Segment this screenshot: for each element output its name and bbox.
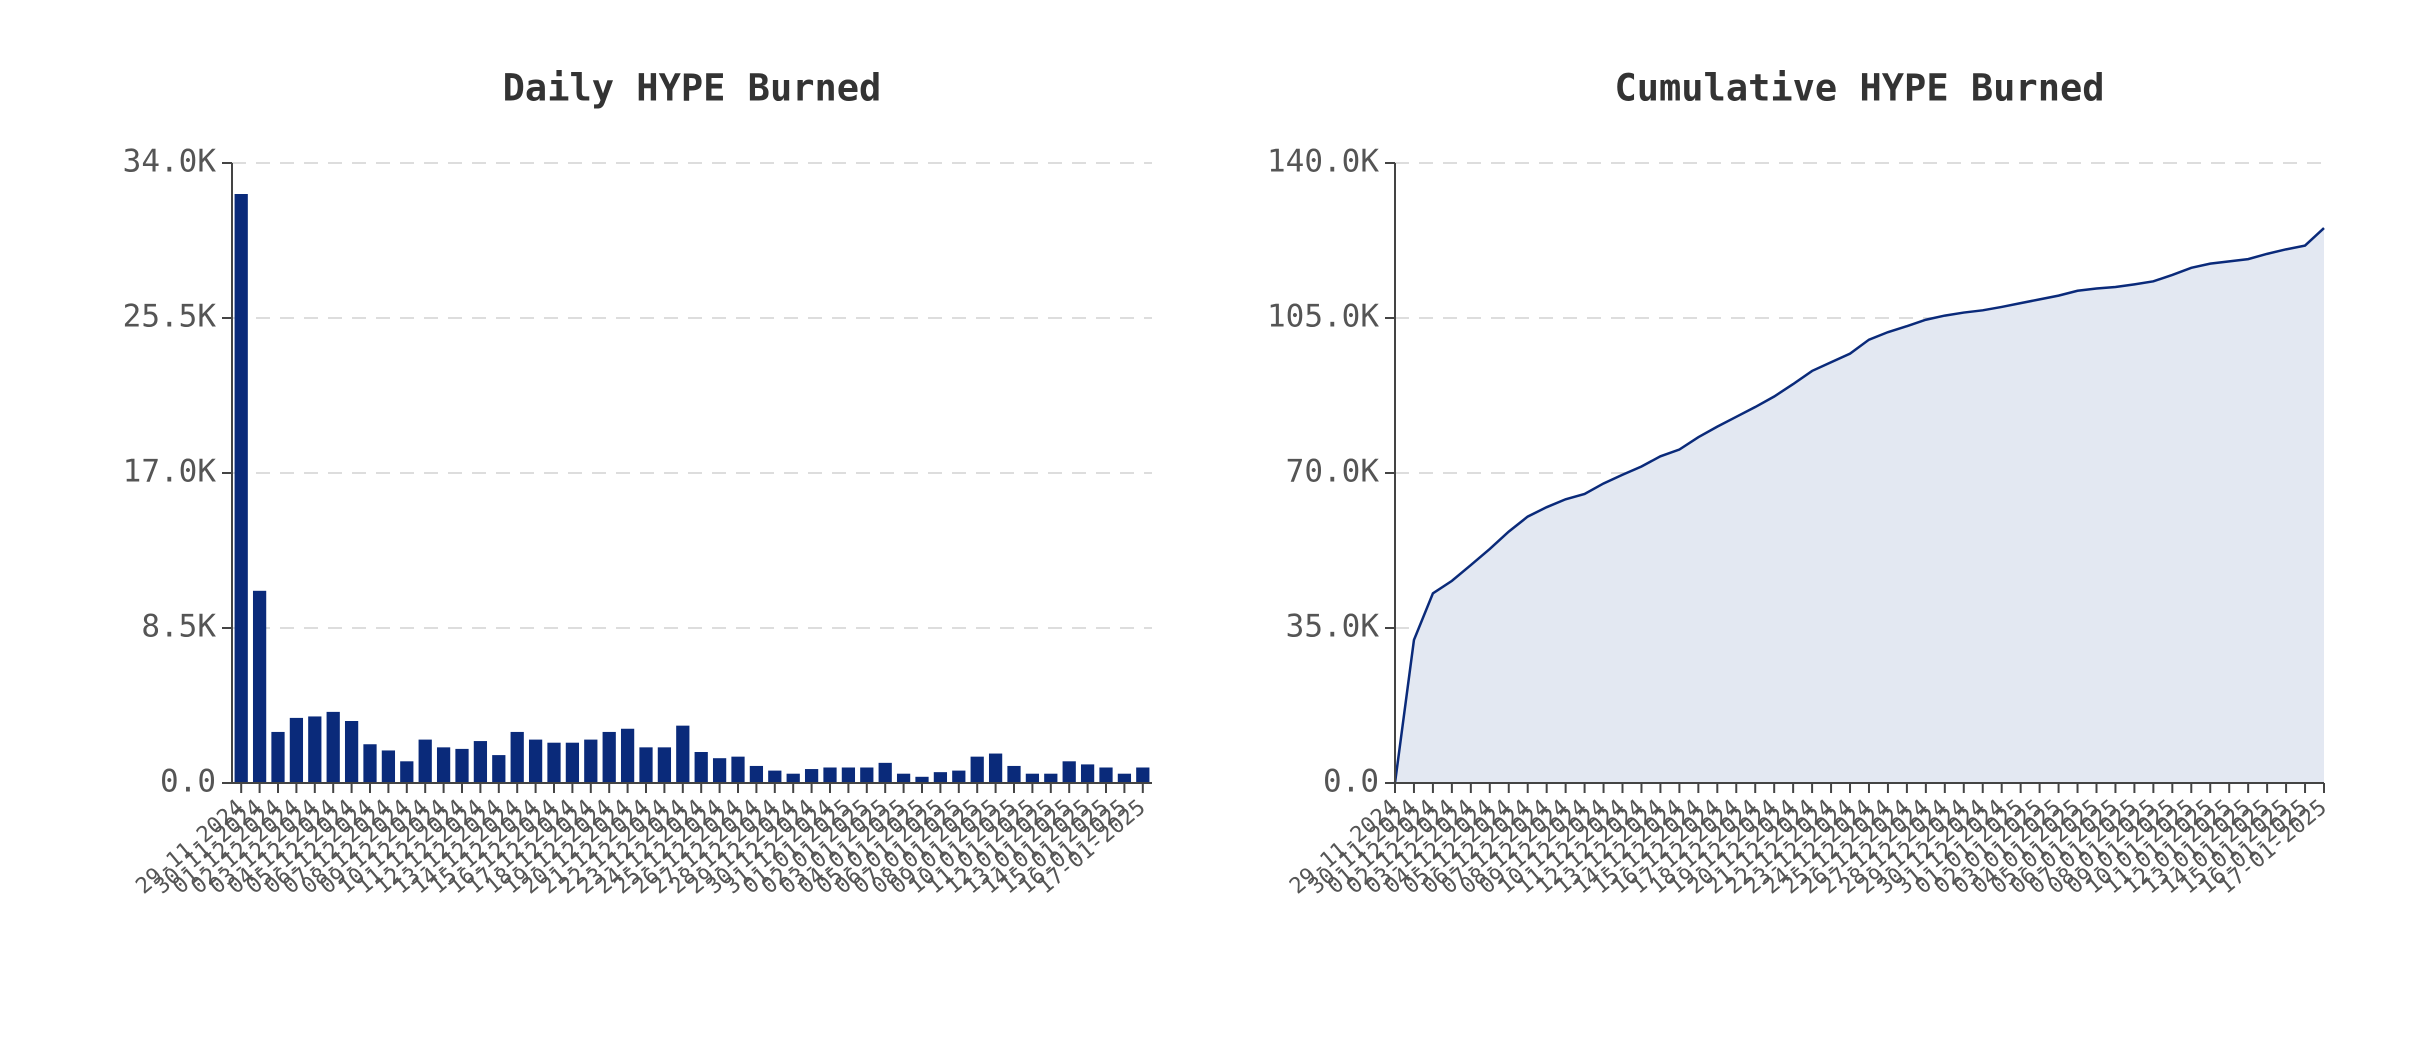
bar xyxy=(657,747,672,783)
bar xyxy=(1099,767,1113,783)
bar xyxy=(1117,773,1132,783)
bar xyxy=(602,731,616,783)
y-tick-label: 0.0 xyxy=(1323,764,1379,800)
y-tick-label: 25.5K xyxy=(123,299,217,335)
bar xyxy=(970,756,984,783)
bar xyxy=(492,755,506,783)
bar xyxy=(473,741,488,783)
bar xyxy=(1136,767,1150,783)
bar xyxy=(823,767,837,783)
bar xyxy=(768,770,782,783)
bar xyxy=(639,747,653,783)
bar xyxy=(988,753,1003,783)
chart-panel: Cumulative HYPE Burned 0.0 35.0K 70.0K 105.0… xyxy=(1267,67,2332,900)
bar xyxy=(344,721,359,783)
bar xyxy=(1062,761,1076,783)
y-tick-label: 17.0K xyxy=(123,454,217,490)
bar xyxy=(528,739,543,783)
bar xyxy=(455,748,469,783)
bar xyxy=(915,776,929,783)
bar xyxy=(878,762,892,783)
y-tick-label: 105.0K xyxy=(1267,299,1379,335)
y-tick-label: 8.5K xyxy=(141,609,216,645)
bar xyxy=(252,590,267,783)
chart-panel: Daily HYPE Burned0.08.5K17.0K25.5K34.0K2… xyxy=(123,67,1152,899)
bar xyxy=(271,731,285,783)
bar xyxy=(418,739,432,783)
bar xyxy=(786,773,800,783)
chart-title: Daily HYPE Burned xyxy=(503,67,882,110)
bar xyxy=(436,747,451,783)
line xyxy=(1393,227,2325,784)
bar xyxy=(620,728,635,783)
bar xyxy=(565,742,580,783)
bar xyxy=(547,742,561,783)
bar xyxy=(234,194,248,783)
y-tick-label: 34.0K xyxy=(123,144,217,180)
bar xyxy=(1080,764,1095,783)
bar xyxy=(676,725,690,783)
area-fill xyxy=(1395,228,2324,784)
bar xyxy=(841,767,856,783)
bar xyxy=(804,769,819,783)
bar xyxy=(749,765,764,783)
bar xyxy=(363,744,377,783)
y-tick-label: 70.0K xyxy=(1286,454,1380,490)
bar xyxy=(933,772,948,783)
bar xyxy=(326,711,340,783)
bar xyxy=(952,770,966,783)
bar xyxy=(308,716,322,783)
bar xyxy=(1044,773,1058,783)
y-tick-label: 35.0K xyxy=(1286,609,1380,645)
bar xyxy=(381,750,396,783)
chart-title: Cumulative HYPE Burned xyxy=(1614,67,2104,110)
y-tick-label: 140.0K xyxy=(1267,144,1379,180)
y-tick-label: 0.0 xyxy=(160,764,216,800)
bar xyxy=(1025,773,1040,783)
bar xyxy=(400,761,414,783)
bar xyxy=(694,752,708,783)
bar xyxy=(731,756,745,783)
bar xyxy=(289,717,304,783)
bar xyxy=(860,767,874,783)
bar xyxy=(584,739,598,783)
bar xyxy=(510,731,524,783)
bar xyxy=(1007,765,1021,783)
bar xyxy=(712,758,727,783)
bar xyxy=(896,773,911,783)
